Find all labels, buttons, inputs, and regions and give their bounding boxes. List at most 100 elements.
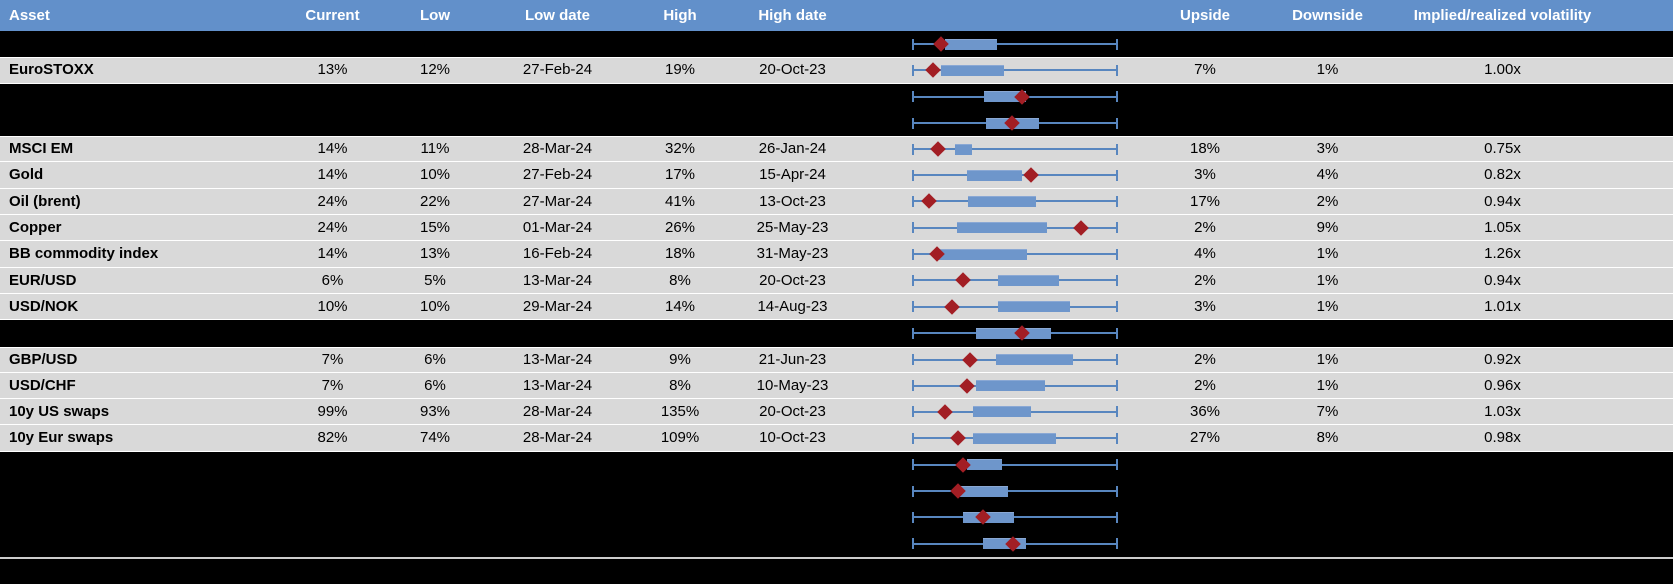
whisker-cap-right [1116, 459, 1118, 471]
table-header-row: Asset Current Low Low date High High dat… [0, 0, 1673, 31]
header-asset: Asset [9, 7, 50, 24]
asset-cell [0, 504, 280, 530]
boxplot-cell [855, 137, 1140, 161]
whisker-cap-left [912, 301, 914, 313]
upside-cell [1140, 320, 1270, 346]
asset-cell [0, 478, 280, 504]
boxplot-sparkline [912, 110, 1118, 136]
asset-cell [0, 84, 280, 110]
whisker-cap-right [1116, 222, 1118, 234]
whisker-cap-right [1116, 117, 1118, 129]
current-cell: 14% [317, 245, 348, 263]
table-row [0, 320, 1673, 347]
low-date-cell: 13-Mar-24 [522, 350, 593, 368]
range-box [996, 354, 1073, 366]
implied-realized-cell [1385, 478, 1620, 504]
high-date-cell [730, 31, 855, 57]
high-cell: 32% [664, 140, 696, 158]
range-box [972, 432, 1056, 444]
high-cell [630, 452, 730, 478]
asset-cell: MSCI EM [9, 140, 74, 158]
downside-cell [1270, 84, 1385, 110]
upside-cell [1140, 110, 1270, 136]
row-filler [1620, 189, 1673, 214]
implied-realized-cell [1385, 31, 1620, 57]
whisker-cap-left [912, 459, 914, 471]
low-date-cell: 16-Feb-24 [522, 245, 593, 263]
high-date-cell [730, 452, 855, 478]
low-date-cell [485, 31, 630, 57]
high-date-cell: 10-Oct-23 [759, 429, 826, 447]
current-cell: 24% [317, 219, 348, 237]
low-cell [385, 478, 485, 504]
range-box [940, 64, 1004, 76]
table-row: GBP/USD 7% 6% 13-Mar-24 9% 21-Jun-23 2% … [0, 346, 1673, 373]
boxplot-cell [855, 320, 1140, 346]
high-cell: 8% [669, 271, 691, 289]
asset-cell [0, 452, 280, 478]
high-cell: 9% [669, 350, 691, 368]
downside-cell: 1% [1316, 376, 1339, 394]
whisker-cap-left [912, 538, 914, 550]
high-cell [630, 531, 730, 557]
boxplot-sparkline [912, 531, 1118, 557]
boxplot-cell [855, 84, 1140, 110]
upside-cell: 4% [1194, 245, 1216, 263]
implied-realized-cell [1385, 531, 1620, 557]
asset-cell: BB commodity index [9, 245, 159, 263]
whisker-cap-right [1116, 274, 1118, 286]
low-date-cell: 28-Mar-24 [522, 403, 593, 421]
whisker-cap-right [1116, 485, 1118, 497]
boxplot-sparkline [912, 425, 1118, 450]
downside-cell [1270, 478, 1385, 504]
table-row [0, 504, 1673, 531]
high-date-cell: 25-May-23 [756, 219, 829, 237]
current-cell: 99% [317, 403, 348, 421]
downside-cell: 1% [1316, 245, 1339, 263]
whisker-cap-right [1116, 38, 1118, 50]
low-date-cell: 13-Mar-24 [522, 271, 593, 289]
implied-realized-cell [1385, 320, 1620, 346]
footer-black-band [0, 558, 1673, 584]
table-row [0, 109, 1673, 137]
boxplot-sparkline [912, 31, 1118, 57]
high-date-cell [730, 320, 855, 346]
downside-cell: 9% [1316, 219, 1339, 237]
table-row: Gold 14% 10% 27-Feb-24 17% 15-Apr-24 3% … [0, 162, 1673, 189]
boxplot-cell [855, 110, 1140, 136]
table-row: 10y US swaps 99% 93% 28-Mar-24 135% 20-O… [0, 399, 1673, 426]
whisker-cap-right [1116, 327, 1118, 339]
asset-cell: 10y Eur swaps [9, 429, 114, 447]
low-cell [385, 531, 485, 557]
whisker-cap-left [912, 380, 914, 391]
high-cell: 109% [660, 429, 700, 447]
low-cell: 5% [424, 271, 446, 289]
implied-realized-cell [1385, 84, 1620, 110]
range-box [984, 91, 1027, 103]
row-filler [1620, 504, 1673, 530]
upside-cell: 2% [1194, 350, 1216, 368]
asset-cell [0, 531, 280, 557]
boxplot-sparkline [912, 162, 1118, 187]
downside-cell: 1% [1316, 271, 1339, 289]
upside-cell [1140, 504, 1270, 530]
low-date-cell: 29-Mar-24 [522, 297, 593, 315]
row-filler [1620, 452, 1673, 478]
whisker-cap-left [912, 327, 914, 339]
table-row: USD/NOK 10% 10% 29-Mar-24 14% 14-Aug-23 … [0, 293, 1673, 321]
current-cell [280, 31, 385, 57]
upside-cell [1140, 31, 1270, 57]
whisker-cap-left [912, 354, 914, 366]
low-date-cell [485, 110, 630, 136]
downside-cell: 1% [1316, 350, 1339, 368]
current-cell [280, 320, 385, 346]
downside-cell [1270, 31, 1385, 57]
high-cell [630, 504, 730, 530]
table-row: 10y Eur swaps 82% 74% 28-Mar-24 109% 10-… [0, 425, 1673, 452]
downside-cell: 1% [1316, 61, 1339, 79]
range-box [975, 380, 1046, 391]
low-cell: 13% [419, 245, 451, 263]
low-date-cell [485, 531, 630, 557]
whisker-cap-right [1116, 354, 1118, 366]
row-filler [1620, 162, 1673, 187]
